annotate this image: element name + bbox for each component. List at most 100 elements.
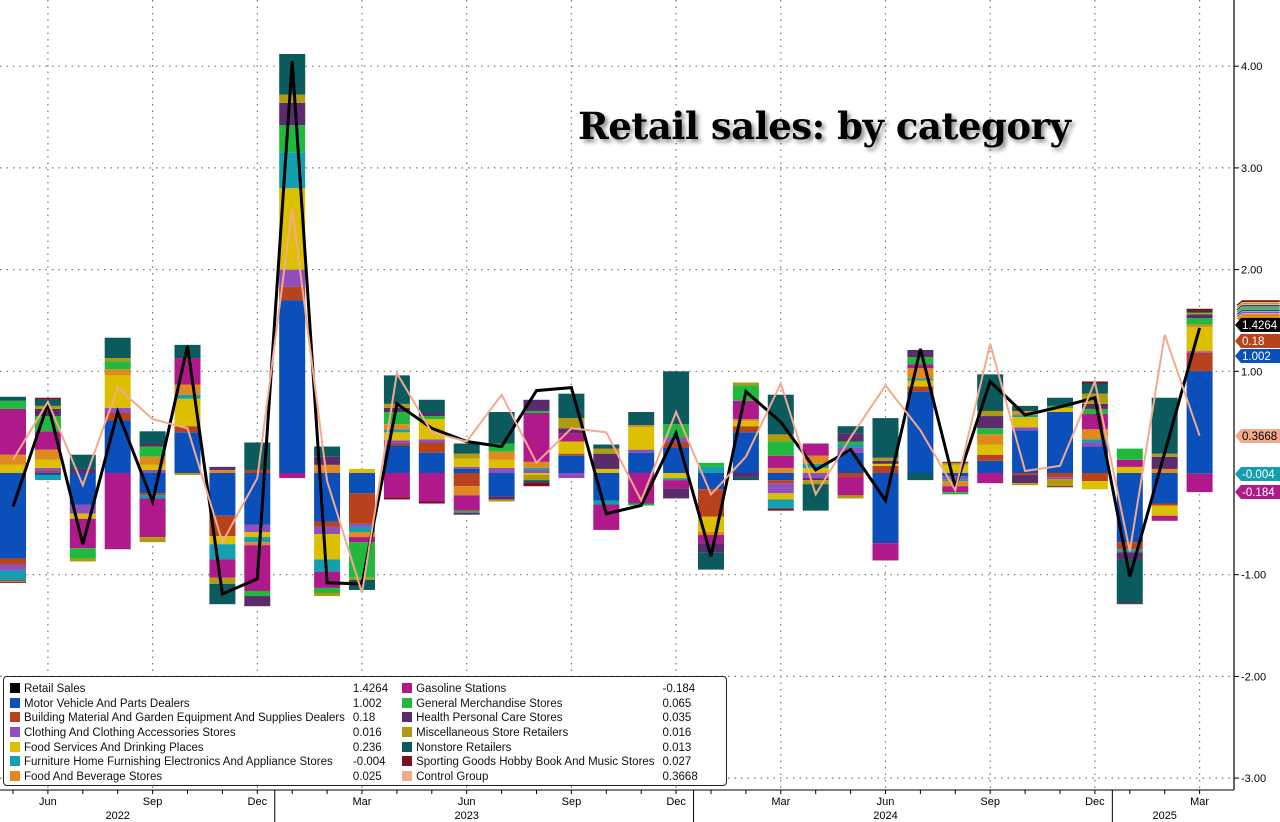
legend: Retail Sales 1.4264 Motor Vehicle And Part… [3,676,727,786]
bar-segment [418,452,445,473]
bar-segment [698,462,724,467]
bar-segment [488,473,515,497]
value-tag [1235,485,1280,499]
bar-segment [209,469,236,473]
bar-segment [698,466,724,473]
legend-entry: Gasoline Stations [402,682,654,697]
bar-segment [1047,479,1073,487]
bar-stack [209,466,236,605]
bar-segment [1047,473,1073,478]
bar-segment [593,453,620,469]
bar-segment [1081,446,1108,473]
bar-stack [453,443,480,515]
value-tag [1235,318,1280,332]
bar-segment [34,467,61,471]
legend-column-right: Gasoline Stations -0.184 General Merchandi… [402,682,698,785]
bar-segment [1151,503,1178,506]
bar-segment [1186,312,1213,315]
bar-segment [593,500,620,505]
bar-segment [767,467,794,473]
legend-value: 0.3668 [662,771,698,784]
value-tag-label: 0.3668 [1242,431,1277,443]
bar-segment [558,455,585,473]
x-tick-label: Mar [353,796,372,808]
legend-entry: Building Material And Garden Equipment A… [10,711,345,726]
bar-segment [1186,371,1213,473]
bar-segment [104,358,131,362]
bar-segment [907,378,934,381]
legend-swatch [10,727,20,738]
bar-segment [1116,552,1143,560]
bar-segment [558,453,585,456]
bar-segment [698,535,724,544]
y-tick-label: 1.00 [1241,366,1262,378]
bar-segment [383,443,410,446]
bar-segment [523,473,550,476]
bar-segment [314,526,341,535]
bar-segment [314,534,341,560]
bar-segment [872,465,899,473]
bar-segment [139,537,166,543]
bar-segment [1116,559,1143,604]
bar-segment [453,486,480,496]
legend-swatch [10,741,20,752]
bar-segment [1081,442,1108,447]
bar-segment [628,452,655,473]
retail-sales-line [11,60,1202,597]
legend-entry: Nonstore Retailers [402,741,654,756]
year-label: 2023 [454,810,478,822]
legend-entry: General Merchandise Stores [402,697,654,712]
bar-segment [418,416,445,420]
bar-segment [1186,311,1213,313]
bar-segment [349,473,375,494]
bar-segment [34,459,61,468]
bar-segment [593,444,620,449]
bar-segment [872,463,899,466]
bar-segment [767,455,794,468]
bar-segment [977,434,1004,445]
bar-segment [663,488,690,499]
bar-segment [139,464,166,470]
bar-segment [349,468,375,473]
bar-segment [942,462,969,465]
bar-segment [34,397,61,400]
bar-segment [977,416,1004,429]
legend-swatch [402,712,413,723]
bar-segment [488,451,515,460]
bar-segment [244,537,271,543]
bar-segment [628,449,655,453]
bar-segment [767,499,794,509]
bar-segment [0,581,26,583]
bar-stack [872,418,899,561]
bar-segment [383,429,410,433]
bar-segment [732,473,759,478]
bar-stack [314,446,341,597]
legend-swatch [10,712,20,723]
bar-segment [1081,408,1108,415]
x-tick-label: Sep [562,796,582,808]
bar-segment [1012,417,1039,428]
bar-segment [244,596,271,607]
year-label: 2024 [873,810,897,822]
bar-segment [802,473,829,479]
bar-segment [488,499,515,502]
bar-segment [383,497,410,500]
legend-label: Building Material And Garden Equipment A… [24,712,345,725]
bar-segment [767,480,794,484]
value-tag [1235,429,1280,443]
bar-segment [418,442,445,453]
bar-segment [558,418,585,429]
bar-segment [698,531,724,536]
legend-label: Motor Vehicle And Parts Dealers [24,697,190,710]
bar-segment [977,473,1004,484]
bar-segment [628,411,655,426]
bar-segment [209,466,236,470]
bar-segment [349,537,375,543]
legend-swatch [402,697,413,708]
legend-label: Food And Beverage Stores [24,771,163,784]
bar-segment [942,476,969,480]
legend-value: 0.016 [662,727,692,740]
bar-segment [837,477,864,496]
bar-segment [977,428,1004,435]
bar-segment [174,473,201,476]
